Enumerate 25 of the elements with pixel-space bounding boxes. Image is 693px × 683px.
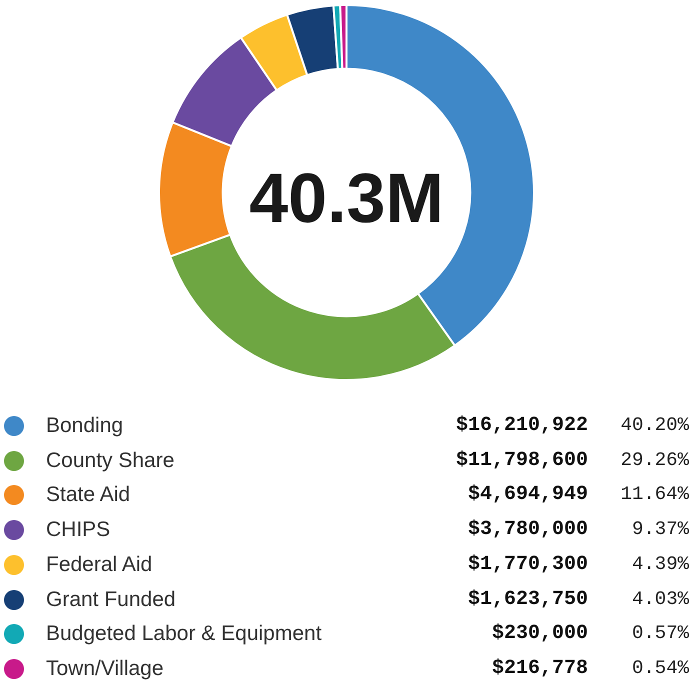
data-label: $216,778 [492,656,588,680]
legend-label: Grant Funded [46,588,176,612]
legend-label: Town/Village [46,656,164,681]
text: 4.39% [632,552,689,575]
data-label: $11,798,600 [456,448,588,472]
text: 0.57% [632,622,689,644]
text: 9.37% [632,518,689,540]
data-label: $3,780,000 [468,518,588,542]
legend-label: Bonding [46,414,124,438]
legend-label: Federal Aid [46,552,152,577]
legend-label: State Aid [46,483,130,508]
data-label: $4,694,949 [468,483,588,506]
data-label: $230,000 [492,622,588,646]
text: 40.3M [249,158,444,237]
legend-label: CHIPS [46,518,110,542]
text: 11.64% [620,483,689,506]
legend-label: Budgeted Labor & Equipment [46,622,322,646]
text: 29.26% [620,448,689,471]
data-label: $16,210,922 [456,414,588,437]
legend-label: County Share [46,448,174,473]
data-label: $1,770,300 [468,552,588,576]
data-label: $1,623,750 [468,588,588,610]
text: 0.54% [632,656,689,679]
text: 4.03% [632,588,689,610]
text: 40.20% [620,414,689,436]
